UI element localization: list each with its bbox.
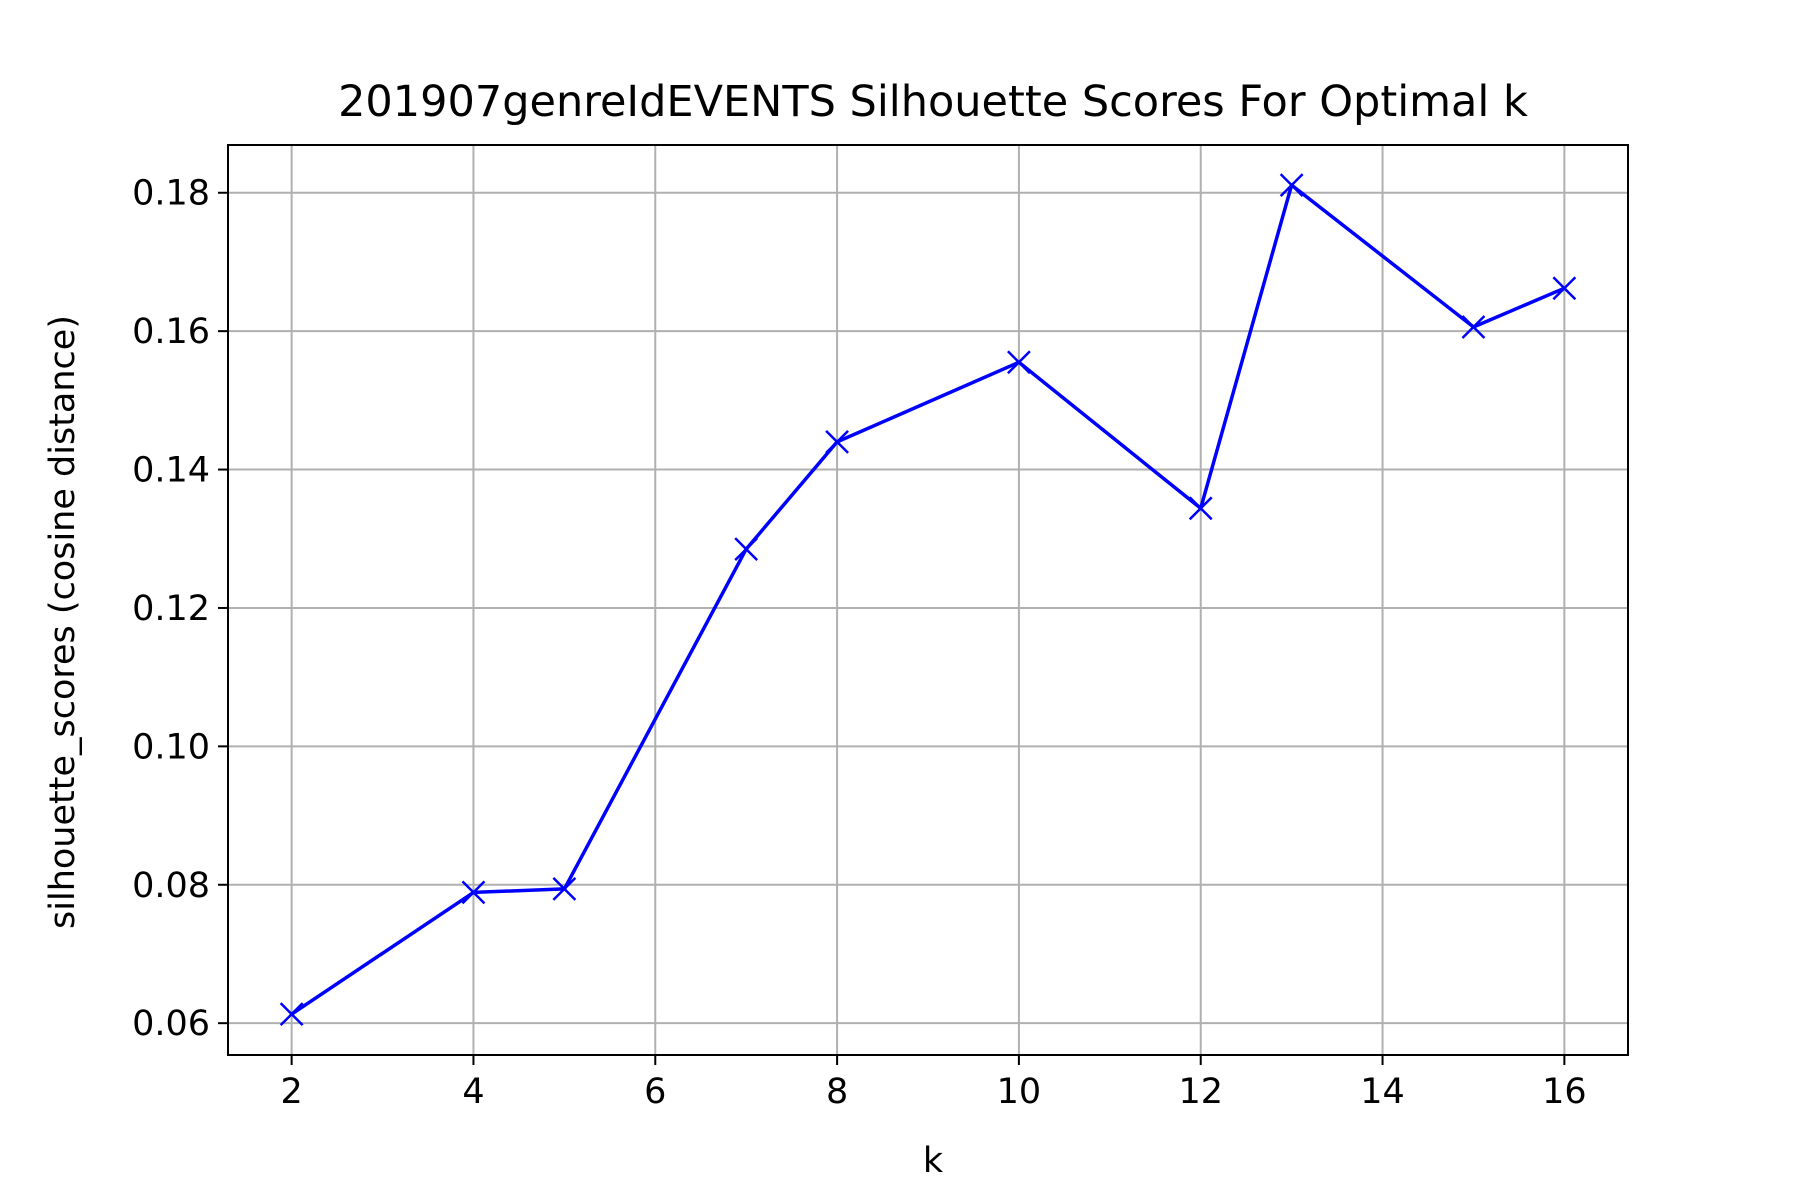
y-tick-label: 0.14 bbox=[132, 451, 210, 491]
x-tick-label: 4 bbox=[462, 1072, 484, 1112]
data-point-marker bbox=[1279, 173, 1304, 198]
y-axis-label: silhouette_scores (cosine distance) bbox=[43, 315, 83, 929]
x-tick-label: 14 bbox=[1360, 1072, 1405, 1112]
y-axis-ticks: 0.06 0.08 0.10 0.12 0.14 0.16 0.18 bbox=[132, 174, 228, 1044]
data-point-marker bbox=[1552, 276, 1577, 301]
y-tick-label: 0.10 bbox=[132, 727, 210, 767]
chart-title: 201907genreIdEVENTS Silhouette Scores Fo… bbox=[338, 77, 1528, 127]
data-point-marker bbox=[825, 429, 849, 454]
series-line bbox=[289, 183, 1567, 1016]
x-tick-label: 2 bbox=[280, 1072, 302, 1112]
y-tick-label: 0.08 bbox=[132, 866, 210, 906]
x-tick-label: 10 bbox=[997, 1072, 1042, 1112]
data-point-marker bbox=[1188, 496, 1213, 521]
data-point-marker bbox=[1007, 350, 1031, 375]
y-tick-label: 0.06 bbox=[132, 1004, 210, 1044]
x-tick-label: 12 bbox=[1178, 1072, 1223, 1112]
y-tick-label: 0.18 bbox=[132, 174, 210, 214]
y-tick-label: 0.12 bbox=[132, 589, 210, 629]
data-point-marker bbox=[1461, 315, 1486, 339]
x-tick-label: 6 bbox=[644, 1072, 666, 1112]
x-tick-label: 16 bbox=[1542, 1072, 1587, 1112]
x-axis-label: k bbox=[923, 1141, 944, 1181]
plot-frame bbox=[227, 144, 1629, 1056]
y-gridlines bbox=[228, 191, 1628, 1025]
data-point-marker bbox=[461, 880, 486, 905]
y-tick-label: 0.16 bbox=[132, 312, 210, 352]
x-gridlines bbox=[290, 145, 1566, 1055]
x-tick-label: 8 bbox=[826, 1072, 848, 1112]
data-point-marker bbox=[279, 1002, 304, 1027]
data-point-marker bbox=[734, 537, 759, 562]
data-point-marker bbox=[552, 877, 577, 901]
x-axis-ticks: 2 4 6 8 10 12 14 16 bbox=[280, 1055, 1587, 1112]
series-layer bbox=[279, 173, 1577, 1027]
